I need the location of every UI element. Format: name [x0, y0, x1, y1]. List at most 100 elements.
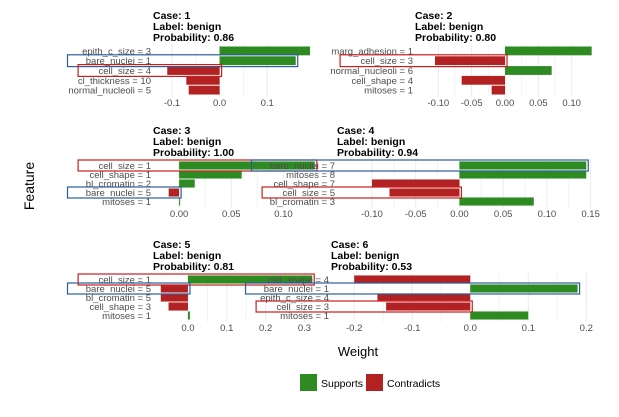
panel-label-title: Label: benign	[331, 250, 399, 262]
legend-key-supports	[300, 374, 317, 391]
bar	[179, 197, 181, 206]
bar	[470, 284, 578, 293]
category-label: bl_cromatin = 2	[86, 179, 151, 190]
panel-label-title: Label: benign	[153, 21, 221, 33]
category-label: bl_cromatin = 3	[270, 197, 335, 208]
category-label: marg_adhesion = 1	[331, 46, 413, 57]
panel-label-title: Label: benign	[153, 250, 221, 262]
category-label: cell_shape = 4	[351, 76, 413, 87]
category-label: cell_size = 1	[98, 275, 151, 286]
bar	[186, 75, 220, 85]
bar	[187, 311, 190, 320]
category-label: cell_size = 4	[98, 66, 151, 77]
x-tick-label: 0.10	[562, 98, 581, 109]
category-label: cell_shape = 1	[89, 170, 151, 181]
bar	[461, 75, 505, 85]
bar	[459, 170, 587, 179]
panel-probability-title: Probability: 0.81	[153, 261, 234, 273]
panel-case-title: Case: 1	[153, 10, 191, 22]
x-tick-label: -0.10	[361, 209, 383, 220]
x-tick-label: 0.05	[222, 209, 241, 220]
x-tick-label: 0.05	[529, 98, 548, 109]
bar	[179, 179, 195, 188]
x-tick-label: 0.1	[220, 323, 233, 334]
panel-case-title: Case: 2	[415, 10, 453, 22]
category-label: cell_size = 3	[360, 56, 413, 67]
category-label: cell_shape = 4	[267, 275, 329, 286]
bar	[505, 66, 552, 75]
x-tick-label: 0.1	[261, 98, 274, 109]
x-tick-label: 0.1	[522, 323, 535, 334]
x-tick-label: -0.05	[461, 98, 483, 109]
highlight-box	[66, 186, 182, 199]
panel-probability-title: Probability: 0.53	[331, 261, 412, 273]
category-label: bare_nuclei = 5	[86, 284, 151, 295]
category-label: bare_nuclei = 5	[86, 188, 151, 199]
panel-probability-title: Probability: 0.86	[153, 32, 234, 44]
highlight-box	[255, 300, 473, 313]
x-tick-label: -0.2	[346, 323, 362, 334]
x-tick-label: 0.15	[581, 209, 600, 220]
x-tick-label: 0.3	[298, 323, 311, 334]
category-label: normal_nucleoli = 5	[68, 86, 151, 97]
bar	[179, 161, 315, 170]
bar	[470, 311, 529, 320]
category-label: mitoses = 1	[280, 311, 329, 322]
panel-case-title: Case: 3	[153, 125, 191, 137]
bar	[459, 197, 534, 206]
legend-label: Supports	[321, 378, 363, 390]
bar	[377, 293, 471, 302]
bar	[435, 56, 505, 66]
bar	[167, 66, 220, 75]
x-tick-label: 0.10	[274, 209, 293, 220]
category-label: bare_nuclei = 7	[270, 161, 335, 172]
legend-label: Contradicts	[387, 378, 440, 390]
bar	[389, 188, 460, 197]
x-tick-label: -0.05	[405, 209, 427, 220]
panel-probability-title: Probability: 0.80	[415, 32, 496, 44]
x-axis-title: Weight	[338, 344, 379, 359]
panel-case-title: Case: 4	[337, 125, 375, 137]
category-label: cell_size = 3	[276, 302, 329, 313]
category-label: bare_nuclei = 1	[86, 56, 151, 67]
highlight-box	[77, 159, 318, 172]
category-label: cell_shape = 3	[89, 302, 151, 313]
category-label: cell_shape = 7	[273, 179, 335, 190]
bar	[386, 302, 471, 311]
panel-label-title: Label: benign	[153, 136, 221, 148]
y-axis-title: Feature	[21, 162, 37, 210]
bar	[187, 275, 313, 284]
bar	[459, 161, 587, 170]
x-tick-label: 0.00	[496, 98, 515, 109]
highlight-box	[244, 282, 581, 295]
x-tick-label: 0.0	[213, 98, 226, 109]
bar	[371, 179, 460, 188]
bar	[491, 85, 505, 95]
category-label: normal_nucleoli = 6	[330, 66, 413, 77]
x-tick-label: 0.00	[170, 209, 189, 220]
highlight-box	[66, 282, 191, 295]
highlight-box	[250, 159, 589, 172]
highlight-box	[66, 54, 299, 68]
highlight-box	[77, 273, 315, 286]
bar	[505, 46, 592, 56]
bar	[219, 56, 296, 66]
category-label: mitoses = 1	[102, 311, 151, 322]
category-label: epith_c_size = 3	[82, 46, 151, 57]
category-label: bl_cromatin = 5	[86, 293, 151, 304]
panel-probability-title: Probability: 1.00	[153, 147, 234, 159]
panel-probability-title: Probability: 0.94	[337, 147, 418, 159]
x-tick-label: 0.10	[538, 209, 557, 220]
category-label: mitoses = 1	[102, 197, 151, 208]
x-tick-label: 0.0	[464, 323, 477, 334]
category-label: mitoses = 1	[364, 86, 413, 97]
bar	[219, 46, 310, 56]
highlight-box	[261, 186, 463, 199]
x-tick-label: -0.1	[164, 98, 180, 109]
